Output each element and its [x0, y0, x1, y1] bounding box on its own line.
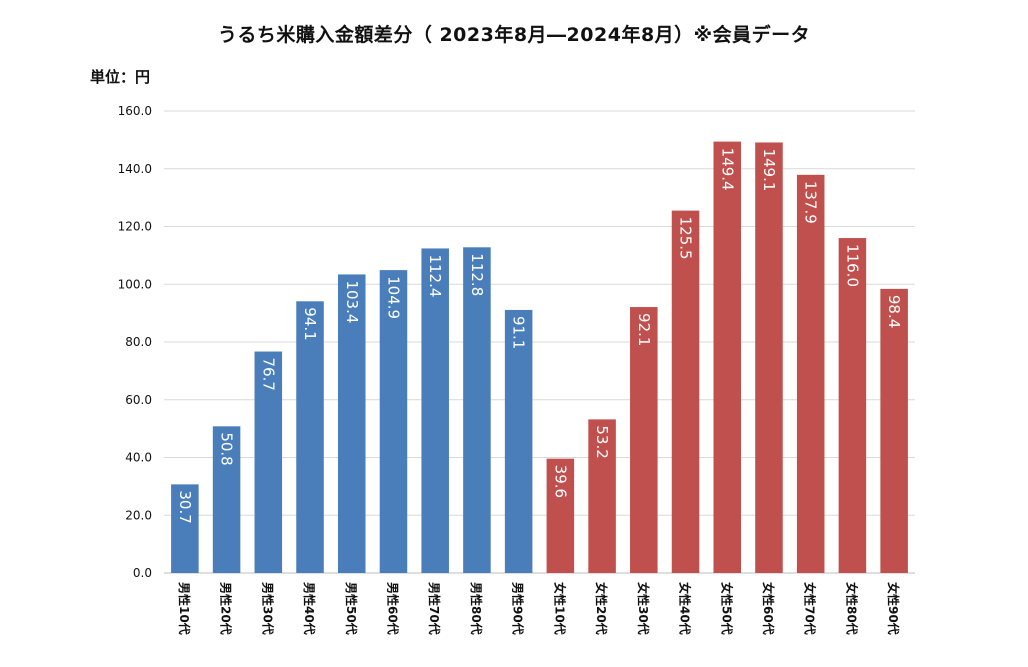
bar-value-label: 104.9	[384, 276, 402, 319]
bar	[421, 248, 449, 573]
bar-value-label: 103.4	[343, 280, 361, 323]
bar-value-label: 112.4	[426, 254, 444, 297]
x-tick-label: 男性40代	[302, 582, 317, 635]
bar-value-label: 98.4	[885, 295, 903, 328]
y-tick-label: 60.0	[125, 393, 152, 407]
bar	[504, 309, 533, 573]
bar	[880, 288, 908, 573]
bar	[171, 484, 199, 573]
x-tick-label: 男性60代	[385, 582, 400, 635]
bar	[379, 270, 408, 573]
bar	[546, 458, 575, 573]
bar	[254, 351, 283, 573]
x-tick-label: 女性70代	[803, 582, 818, 635]
bar-value-label: 50.8	[218, 432, 236, 465]
bar	[463, 247, 491, 574]
x-tick-label: 女性80代	[844, 582, 859, 635]
bar-value-label: 116.0	[843, 244, 861, 287]
x-tick-label: 男性80代	[469, 582, 484, 635]
bar-value-label: 112.8	[468, 253, 486, 296]
bar	[713, 141, 742, 574]
bar-value-label: 76.7	[259, 358, 277, 391]
x-tick-label: 女性40代	[678, 582, 693, 635]
bar	[755, 142, 783, 573]
bar	[796, 174, 825, 573]
chart-title: うるち米購入金額差分（ 2023年8月―2024年8月）※会員データ	[217, 24, 811, 46]
y-tick-label: 40.0	[125, 451, 152, 465]
bar	[671, 210, 700, 573]
x-tick-label: 男性10代	[177, 582, 192, 635]
y-tick-label: 140.0	[118, 162, 152, 176]
bar-value-label: 30.7	[176, 490, 194, 523]
x-tick-label: 男性70代	[427, 582, 442, 635]
x-tick-label: 女性90代	[886, 582, 901, 635]
bar-value-label: 94.1	[301, 307, 319, 340]
bar-value-label: 92.1	[635, 313, 653, 346]
bar-value-label: 125.5	[677, 217, 695, 260]
x-tick-label: 女性60代	[761, 582, 776, 635]
x-tick-label: 女性10代	[552, 582, 567, 635]
unit-label: 単位：円	[90, 68, 151, 86]
x-tick-label: 女性30代	[636, 582, 651, 635]
bar-value-label: 137.9	[802, 181, 820, 224]
bar	[212, 426, 241, 573]
x-tick-label: 男性30代	[260, 582, 275, 635]
bar	[838, 238, 867, 574]
y-tick-label: 100.0	[118, 277, 152, 291]
x-tick-label: 女性20代	[594, 582, 609, 635]
bar	[630, 307, 658, 573]
x-tick-label: 男性20代	[219, 582, 234, 635]
y-tick-label: 20.0	[125, 508, 152, 522]
bar-value-label: 39.6	[551, 465, 569, 498]
x-tick-label: 女性50代	[719, 582, 734, 635]
x-tick-label: 男性90代	[511, 582, 526, 635]
bar	[337, 274, 366, 573]
bar	[588, 419, 616, 573]
bar-value-label: 149.1	[760, 148, 778, 191]
y-tick-label: 120.0	[118, 220, 152, 234]
bar-value-label: 149.4	[718, 148, 736, 191]
y-tick-label: 160.0	[118, 104, 152, 118]
bar-value-label: 91.1	[510, 316, 528, 349]
bar-value-label: 53.2	[593, 425, 611, 458]
y-tick-label: 80.0	[125, 335, 152, 349]
y-tick-label: 0.0	[133, 566, 152, 580]
bar	[296, 301, 324, 573]
x-tick-label: 男性50代	[344, 582, 359, 635]
